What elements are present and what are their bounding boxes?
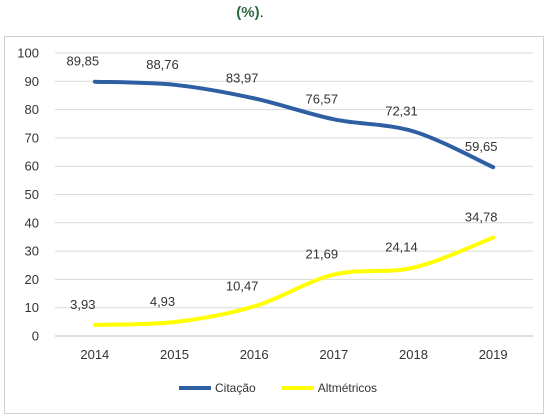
chart-frame: 0 10 20 30 40 50 60 70 80 90 100 2014 2015 2016 2017 2… [4, 36, 544, 414]
x-axis: 2014 2015 2016 2017 2018 2019 [80, 347, 507, 362]
y-tick-label: 40 [25, 215, 39, 230]
y-tick-label: 60 [25, 159, 39, 174]
y-tick-label: 30 [25, 244, 39, 259]
data-label: 21,69 [306, 247, 339, 262]
data-label: 24,14 [385, 240, 418, 255]
data-label: 4,93 [150, 294, 175, 309]
y-tick-label: 0 [32, 329, 39, 344]
data-label: 3,93 [70, 297, 95, 312]
x-tick-label: 2019 [479, 347, 508, 362]
x-tick-label: 2014 [80, 347, 109, 362]
y-tick-label: 50 [25, 187, 39, 202]
data-label: 59,65 [465, 139, 498, 154]
data-label: 34,78 [465, 210, 498, 225]
y-tick-label: 10 [25, 300, 39, 315]
y-tick-label: 90 [25, 74, 39, 89]
data-label: 88,76 [146, 57, 179, 72]
series-line-0 [92, 79, 496, 170]
data-label: 72,31 [385, 103, 418, 118]
x-tick-label: 2018 [399, 347, 428, 362]
grid-lines [55, 52, 533, 337]
y-tick-label: 80 [25, 102, 39, 117]
series-lines [92, 79, 496, 327]
data-label: 10,47 [226, 278, 259, 293]
header-period: . [259, 4, 264, 21]
legend: Citação Altmétricos [179, 381, 377, 395]
legend-label: Altmétricos [318, 381, 377, 395]
data-label: 89,85 [67, 54, 100, 69]
y-axis: 0 10 20 30 40 50 60 70 80 90 100 [17, 46, 39, 344]
data-label: 83,97 [226, 70, 259, 85]
legend-label: Citação [215, 381, 256, 395]
x-tick-label: 2017 [319, 347, 348, 362]
series-line-1 [92, 235, 496, 327]
y-tick-label: 20 [25, 272, 39, 287]
header-unit: (%) [236, 4, 260, 21]
data-labels: 89,85 88,76 83,97 76,57 72,31 59,65 3,93 4,93 10… [67, 54, 498, 312]
y-tick-label: 70 [25, 130, 39, 145]
data-label: 76,57 [306, 91, 339, 106]
chart-header: (%). [0, 4, 500, 21]
x-tick-label: 2016 [240, 347, 269, 362]
y-tick-label: 100 [17, 46, 39, 61]
x-tick-label: 2015 [160, 347, 189, 362]
